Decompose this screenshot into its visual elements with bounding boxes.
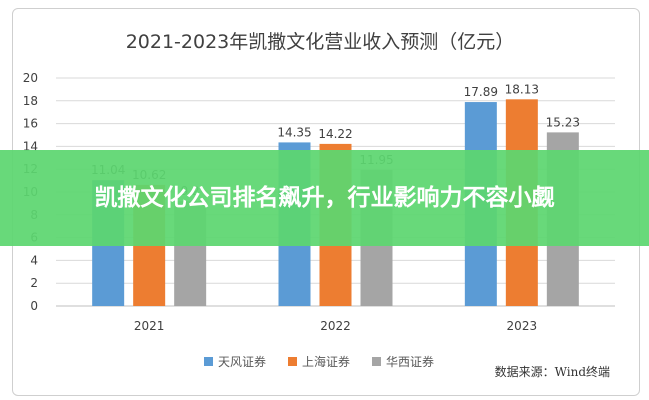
data-label: 17.89	[464, 85, 498, 99]
headline-text: 凯撒文化公司排名飙升，行业影响力不容小觑	[94, 185, 555, 211]
y-tick-label: 16	[23, 117, 38, 131]
y-tick-label: 0	[30, 299, 38, 313]
chart-title: 2021-2023年凯撒文化营业收入预测（亿元）	[126, 31, 515, 53]
legend-label: 天风证券	[218, 354, 266, 369]
headline-banner: 凯撒文化公司排名飙升，行业影响力不容小觑	[0, 150, 649, 246]
legend-swatch	[204, 357, 213, 366]
y-tick-label: 4	[30, 253, 38, 267]
y-tick-label: 14	[23, 139, 38, 153]
source-note: 数据来源：Wind终端	[495, 364, 610, 379]
x-tick-label: 2022	[320, 319, 351, 333]
y-tick-label: 2	[30, 276, 38, 290]
legend-swatch	[372, 357, 381, 366]
data-label: 14.35	[277, 125, 311, 139]
legend-swatch	[288, 357, 297, 366]
legend-label: 上海证券	[302, 354, 350, 369]
y-tick-label: 18	[23, 94, 38, 108]
x-tick-label: 2021	[134, 319, 165, 333]
x-tick-label: 2023	[507, 319, 538, 333]
legend: 天风证券 上海证券 华西证券	[204, 354, 434, 369]
legend-label: 华西证券	[386, 354, 434, 369]
data-label: 18.13	[505, 82, 539, 96]
data-label: 14.22	[318, 127, 352, 141]
y-tick-label: 20	[23, 71, 38, 85]
data-label: 15.23	[546, 115, 580, 129]
x-axis: 2021 2022 2023	[134, 319, 537, 333]
